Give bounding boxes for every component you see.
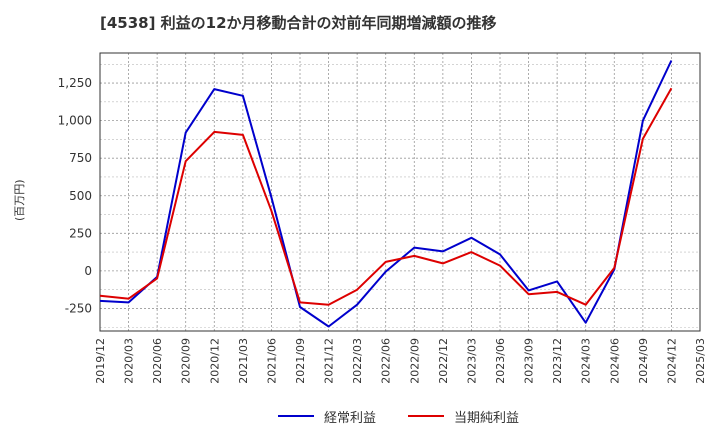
x-tick-label: 2021/12 (323, 338, 336, 384)
x-tick-label: 2023/12 (551, 338, 564, 384)
series-line-junri (99, 87, 673, 306)
x-tick-label: 2020/12 (208, 338, 221, 384)
legend-swatch-junri (408, 415, 444, 417)
legend-label-keijo: 経常利益 (324, 410, 377, 426)
axes (99, 52, 701, 332)
x-tick-label: 2019/12 (94, 338, 107, 384)
legend: 経常利益 当期純利益 (0, 405, 720, 429)
x-tick-label: 2020/03 (123, 338, 136, 384)
x-tick-label: 2024/03 (580, 338, 593, 384)
x-tick-label: 2024/12 (665, 338, 678, 384)
x-tick-label: 2022/03 (351, 338, 364, 384)
y-tick-label: 500 (69, 189, 92, 203)
y-tick-label: 1,000 (58, 114, 92, 128)
legend-item-keijo: 経常利益 (278, 405, 376, 427)
x-tick-label: 2025/03 (694, 338, 707, 384)
y-ticks: 1,250 1,000 750 500 250 0 -250 (58, 76, 92, 315)
y-tick-label: 0 (84, 264, 92, 278)
x-ticks: 2019/12 2020/03 2020/06 2020/09 2020/12 2021/… (94, 338, 707, 384)
y-tick-label: 250 (69, 226, 92, 240)
y-tick-label: -250 (65, 301, 92, 315)
series-lines (99, 60, 673, 328)
x-tick-label: 2024/06 (608, 338, 621, 384)
x-tick-label: 2022/12 (437, 338, 450, 384)
x-tick-label: 2022/09 (408, 338, 421, 384)
plot-frame (99, 52, 701, 332)
series-line-keijo (99, 60, 673, 328)
legend-swatch-keijo (278, 415, 314, 417)
x-tick-label: 2024/09 (637, 338, 650, 384)
x-tick-label: 2021/09 (294, 338, 307, 384)
x-tick-label: 2020/06 (151, 338, 164, 384)
y-tick-label: 1,250 (58, 76, 92, 90)
legend-item-junri: 当期純利益 (408, 405, 519, 427)
x-tick-label: 2023/06 (494, 338, 507, 384)
grid (99, 53, 701, 331)
x-tick-label: 2021/03 (237, 338, 250, 384)
x-tick-label: 2020/09 (180, 338, 193, 384)
x-tick-label: 2022/06 (380, 338, 393, 384)
x-tick-label: 2023/03 (465, 338, 478, 384)
chart-title: [4538] 利益の12か月移動合計の対前年同期増減額の推移 (100, 14, 497, 32)
x-tick-label: 2023/09 (523, 338, 536, 384)
legend-label-junri: 当期純利益 (454, 410, 520, 426)
y-tick-label: 750 (69, 151, 92, 165)
x-tick-label: 2021/06 (265, 338, 278, 384)
